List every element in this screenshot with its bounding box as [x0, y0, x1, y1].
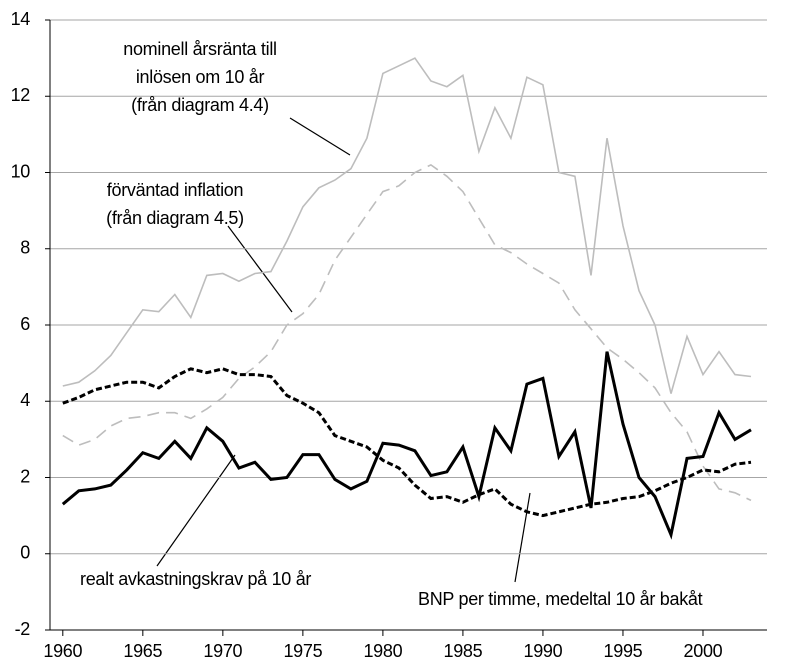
leader-line: [156, 454, 236, 567]
y-tick-label: 12: [11, 85, 31, 105]
series-line: [62, 367, 752, 518]
series-label: BNP per timme, medeltal 10 år bakåt: [418, 589, 703, 609]
y-tick-label: 14: [11, 9, 31, 29]
y-tick-label: 8: [20, 238, 30, 258]
x-tick-label: 2000: [684, 641, 723, 661]
y-tick-label: 0: [20, 543, 30, 563]
x-tick-label: 1960: [43, 641, 82, 661]
series-label: realt avkastningskrav på 10 år: [80, 569, 311, 589]
y-tick-label: 6: [20, 314, 30, 334]
series-label: förväntad inflation: [107, 180, 243, 200]
series-line: [61, 351, 752, 540]
x-tick-label: 1995: [604, 641, 643, 661]
x-tick-label: 1965: [123, 641, 162, 661]
series-line: [62, 163, 752, 502]
x-tick-label: 1985: [443, 641, 482, 661]
x-tick-label: 1970: [203, 641, 242, 661]
series-label: inlösen om 10 år: [136, 67, 265, 87]
series-label: nominell årsränta till: [123, 39, 276, 59]
leader-line: [514, 492, 531, 583]
y-tick-label: 10: [11, 161, 31, 181]
series-label: (från diagram 4.5): [106, 208, 244, 228]
leader-line: [289, 117, 351, 156]
leader-line: [227, 225, 293, 313]
x-tick-label: 1975: [283, 641, 322, 661]
x-tick-label: 1990: [524, 641, 563, 661]
y-tick-label: -2: [15, 619, 31, 639]
y-tick-label: 4: [20, 390, 30, 410]
y-tick-label: 2: [20, 466, 30, 486]
series-label: (från diagram 4.4): [131, 95, 269, 115]
x-tick-label: 1980: [363, 641, 402, 661]
series-line: [62, 57, 752, 394]
